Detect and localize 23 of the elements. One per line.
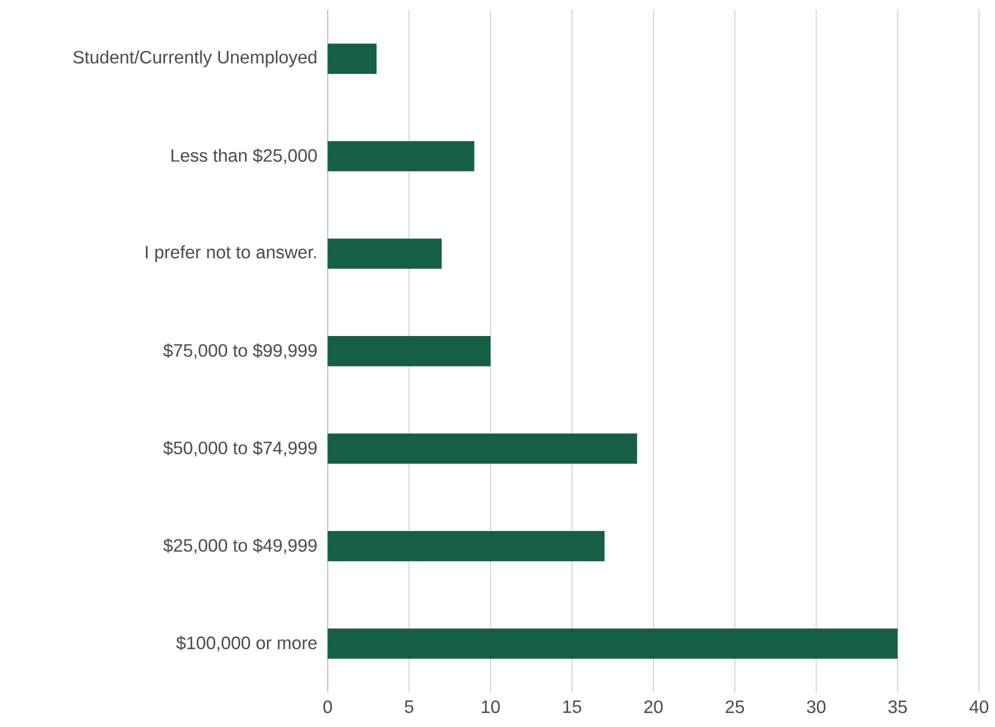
- y-tick-label: I prefer not to answer.: [146, 245, 316, 262]
- y-tick-label: $75,000 to $99,999: [163, 343, 317, 359]
- y-tick-label: Less than $25,000: [172, 148, 317, 164]
- x-tick-label: 25: [726, 700, 744, 714]
- x-tick-label: 10: [482, 700, 500, 714]
- bar: [328, 628, 898, 659]
- x-tick-label: 0: [323, 700, 332, 714]
- bar: [328, 530, 605, 562]
- bar: [328, 336, 491, 366]
- y-tick-label: $25,000 to $49,999: [163, 538, 317, 554]
- x-tick-label: 5: [404, 700, 414, 713]
- bar: [328, 433, 638, 464]
- x-tick-label: 35: [888, 700, 907, 714]
- bar: [328, 140, 474, 172]
- y-tick-label: $100,000 or more: [176, 636, 317, 652]
- y-tick-label: Student/Currently Unemployed: [73, 50, 316, 67]
- bar: [328, 238, 442, 269]
- x-tick-label: 15: [563, 700, 582, 713]
- x-tick-label: 30: [806, 700, 826, 714]
- x-tick-label: 40: [970, 700, 988, 714]
- x-tick-label: 20: [644, 700, 663, 714]
- bar: [328, 43, 377, 74]
- y-tick-label: $50,000 to $74,999: [163, 440, 317, 456]
